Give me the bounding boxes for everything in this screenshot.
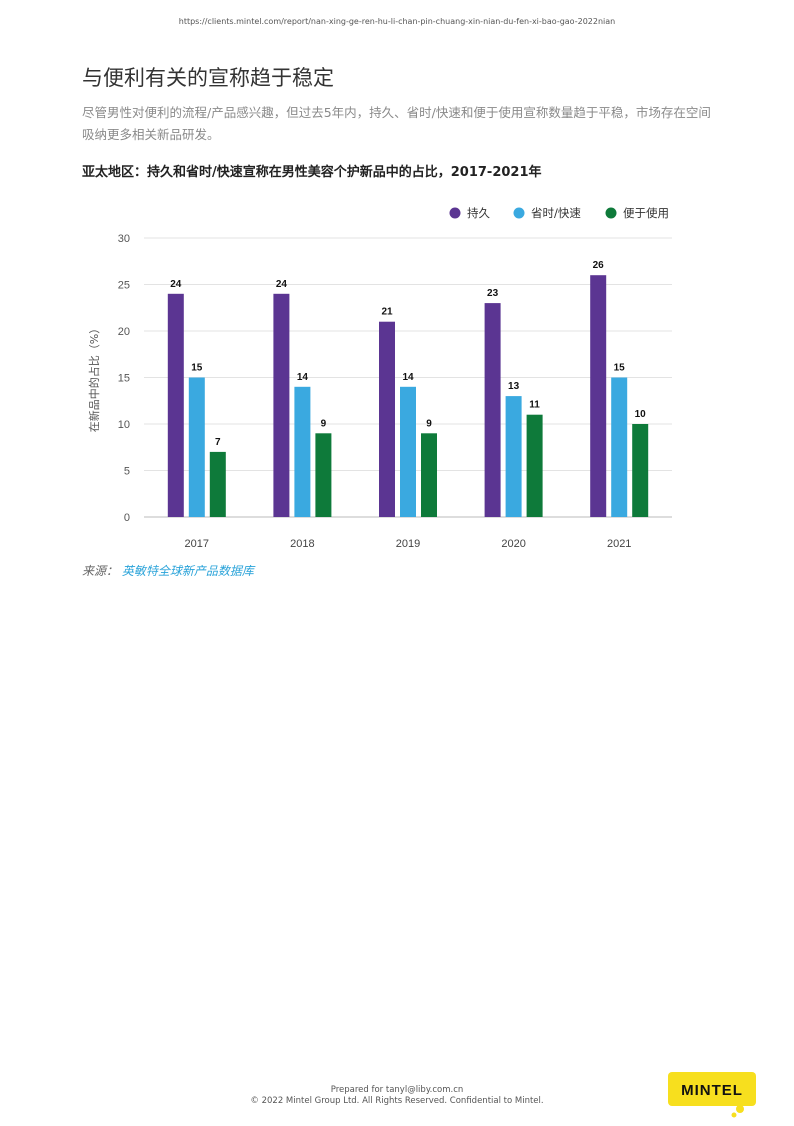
- y-axis-label: 在新品中的占比（%）: [87, 323, 101, 432]
- y-tick-label: 25: [118, 280, 130, 292]
- bar-2021-1: [611, 377, 628, 517]
- chart-container: 0 5 10 15 20 25 30 在新品中的占比（%） 24 15 7 2017 24 14 9 2018…: [82, 190, 682, 560]
- bar-2017-1: [188, 377, 205, 517]
- footer-copyright: © 2022 Mintel Group Ltd. All Rights Rese…: [250, 1096, 544, 1106]
- bar-2020-1: [505, 396, 522, 517]
- data-label: 9: [321, 418, 327, 429]
- page-title: 与便利有关的宣称趋于稳定: [82, 66, 334, 90]
- data-label: 26: [593, 260, 605, 271]
- bar-2021-2: [632, 424, 649, 517]
- bar-2020-0: [484, 303, 501, 517]
- y-tick-label: 10: [118, 419, 130, 431]
- data-label: 23: [487, 288, 499, 299]
- x-tick-label: 2019: [396, 538, 420, 550]
- data-label: 15: [614, 363, 626, 374]
- page-description: 尽管男性对便利的流程/产品感兴趣，但过去5年内，持久、省时/快速和便于使用宣称数…: [82, 105, 711, 142]
- bar-2018-0: [273, 293, 290, 517]
- x-tick-label: 2017: [185, 538, 209, 550]
- bar-2018-1: [294, 386, 311, 517]
- data-label: 9: [426, 418, 432, 429]
- bar-2021-0: [590, 275, 607, 517]
- source-link[interactable]: 英敏特全球新产品数据库: [121, 564, 254, 578]
- footer-prepared-for: Prepared for tanyl@liby.com.cn: [330, 1085, 464, 1095]
- source-line: 来源： 英敏特全球新产品数据库: [82, 562, 254, 579]
- bar-2017-2: [209, 451, 226, 517]
- bar-2020-2: [526, 414, 543, 517]
- source-label: 来源：: [82, 564, 119, 578]
- y-tick-label: 5: [124, 466, 130, 478]
- bar-chart: 0 5 10 15 20 25 30 在新品中的占比（%） 24 15 7 2017 24 14 9 2018…: [87, 206, 672, 550]
- x-tick-label: 2020: [501, 538, 525, 550]
- x-tick-label: 2018: [290, 538, 314, 550]
- bar-2019-2: [421, 433, 437, 517]
- legend-marker: [513, 207, 525, 219]
- legend-label: 持久: [467, 206, 490, 220]
- data-label: 10: [635, 409, 647, 420]
- data-label: 24: [170, 279, 182, 290]
- mintel-logo: MINTEL: [668, 1072, 758, 1118]
- logo-text: MINTEL: [681, 1082, 743, 1099]
- footer: Prepared for tanyl@liby.com.cn © 2022 Mi…: [0, 1085, 794, 1107]
- chart-title: 亚太地区：持久和省时/快速宣称在男性美容个护新品中的占比，2017-2021年: [82, 165, 542, 180]
- legend-label: 便于使用: [623, 206, 669, 220]
- y-tick-label: 20: [118, 326, 130, 338]
- bar-2017-0: [167, 293, 184, 517]
- legend-marker: [605, 207, 617, 219]
- mintel-logo-icon: MINTEL: [668, 1072, 756, 1118]
- y-tick-label: 30: [118, 233, 130, 245]
- data-label: 13: [508, 381, 520, 392]
- bar-2019-0: [379, 321, 395, 517]
- data-label: 24: [276, 279, 288, 290]
- y-tick-label: 0: [124, 512, 130, 524]
- data-label: 15: [191, 363, 203, 374]
- y-tick-label: 15: [118, 373, 130, 385]
- data-label: 7: [215, 437, 221, 448]
- legend-marker: [449, 207, 461, 219]
- data-label: 14: [297, 372, 309, 383]
- x-tick-label: 2021: [607, 538, 631, 550]
- report-url[interactable]: https://clients.mintel.com/report/nan-xi…: [178, 17, 616, 26]
- data-label: 14: [402, 372, 414, 383]
- bar-2019-1: [400, 386, 416, 517]
- data-label: 11: [529, 400, 540, 411]
- legend-label: 省时/快速: [531, 206, 581, 220]
- data-label: 21: [381, 307, 393, 318]
- bar-2018-2: [315, 433, 332, 517]
